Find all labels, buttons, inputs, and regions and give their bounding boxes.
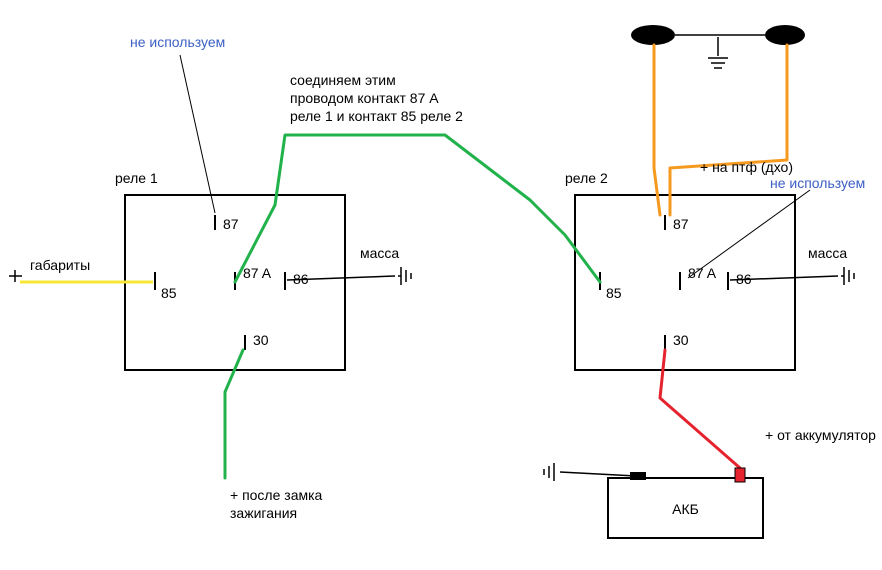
label-ignition-2: зажигания <box>230 505 297 521</box>
wire-battery-plus <box>660 350 740 468</box>
svg-text:87 A: 87 A <box>243 265 272 281</box>
svg-text:30: 30 <box>253 332 269 348</box>
relay-title: реле 2 <box>565 170 608 186</box>
label-connect-2: проводом контакт 87 А <box>290 90 439 106</box>
label-gabarity: габариты <box>30 257 90 273</box>
label-not-used-2: не используем <box>770 175 865 191</box>
label-not-used-1: не используем <box>130 34 225 50</box>
label-massa-2: масса <box>808 245 847 261</box>
light-right <box>765 25 805 45</box>
light-left <box>631 25 675 45</box>
svg-text:87: 87 <box>673 216 689 232</box>
relay-title: реле 1 <box>115 170 158 186</box>
svg-text:30: 30 <box>673 332 689 348</box>
label-connect-1: соединяем этим <box>290 72 396 88</box>
svg-text:85: 85 <box>161 285 177 301</box>
label-from-battery: + от аккумулятор <box>765 427 876 443</box>
wire-link-87a-85 <box>235 135 600 282</box>
label-connect-3: реле 1 и контакт 85 реле 2 <box>290 108 463 124</box>
svg-text:87: 87 <box>223 216 239 232</box>
wire-ptf-left <box>654 45 660 215</box>
label-ptf: + на птф (дхо) <box>700 159 793 175</box>
battery-pos-terminal <box>735 468 745 482</box>
svg-text:85: 85 <box>606 285 622 301</box>
label-massa-1: масса <box>360 245 399 261</box>
label-ignition-1: + после замка <box>230 487 323 503</box>
battery-label: АКБ <box>672 501 699 517</box>
